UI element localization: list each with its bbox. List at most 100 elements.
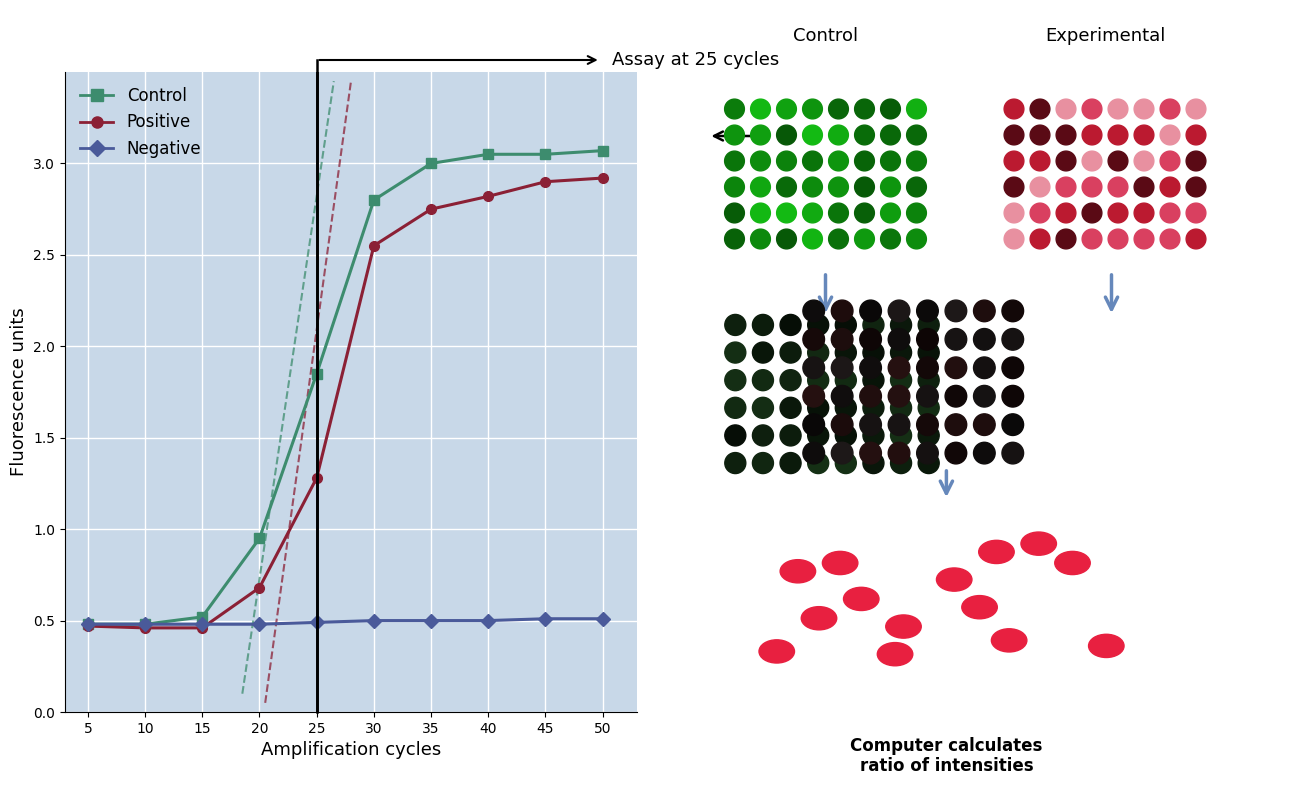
Circle shape	[724, 177, 745, 197]
Circle shape	[936, 568, 972, 591]
Circle shape	[802, 125, 823, 145]
Circle shape	[776, 125, 797, 145]
Circle shape	[916, 442, 939, 464]
Circle shape	[863, 453, 884, 474]
Circle shape	[753, 398, 774, 418]
Circle shape	[945, 329, 967, 350]
Circle shape	[836, 398, 857, 418]
Circle shape	[750, 125, 771, 145]
Circle shape	[880, 125, 901, 145]
Circle shape	[780, 314, 801, 335]
Circle shape	[916, 386, 939, 407]
Circle shape	[974, 357, 996, 378]
Circle shape	[1186, 203, 1206, 223]
Circle shape	[832, 357, 853, 378]
Circle shape	[880, 99, 901, 119]
Circle shape	[759, 640, 794, 663]
Circle shape	[1082, 203, 1102, 223]
Circle shape	[753, 453, 774, 474]
Circle shape	[844, 587, 879, 610]
Circle shape	[854, 125, 875, 145]
Circle shape	[918, 453, 939, 474]
Circle shape	[906, 203, 927, 223]
Text: Control: Control	[793, 27, 858, 45]
Circle shape	[945, 414, 967, 435]
Circle shape	[750, 229, 771, 249]
Circle shape	[801, 606, 837, 630]
Circle shape	[1160, 177, 1180, 197]
Circle shape	[807, 342, 828, 363]
Circle shape	[1134, 203, 1154, 223]
Circle shape	[945, 386, 967, 407]
Circle shape	[863, 342, 884, 363]
Circle shape	[974, 329, 996, 350]
Circle shape	[750, 151, 771, 171]
Circle shape	[859, 414, 881, 435]
Circle shape	[863, 398, 884, 418]
Circle shape	[1160, 151, 1180, 171]
Circle shape	[725, 342, 746, 363]
Circle shape	[916, 300, 939, 322]
Circle shape	[750, 177, 771, 197]
Circle shape	[1056, 203, 1076, 223]
Circle shape	[863, 370, 884, 390]
Circle shape	[1030, 125, 1050, 145]
Circle shape	[725, 453, 746, 474]
Circle shape	[828, 151, 849, 171]
Circle shape	[918, 398, 939, 418]
Circle shape	[1030, 203, 1050, 223]
Circle shape	[974, 300, 996, 322]
Circle shape	[803, 386, 824, 407]
Circle shape	[918, 342, 939, 363]
Circle shape	[725, 398, 746, 418]
Circle shape	[854, 99, 875, 119]
Circle shape	[776, 151, 797, 171]
Circle shape	[859, 442, 881, 464]
Circle shape	[1082, 151, 1102, 171]
Circle shape	[1004, 177, 1024, 197]
Circle shape	[880, 203, 901, 223]
Circle shape	[780, 560, 815, 583]
Circle shape	[888, 386, 910, 407]
Circle shape	[891, 342, 911, 363]
Circle shape	[918, 370, 939, 390]
Circle shape	[859, 357, 881, 378]
Circle shape	[807, 398, 828, 418]
Circle shape	[859, 300, 881, 322]
Circle shape	[891, 314, 911, 335]
Circle shape	[854, 203, 875, 223]
Circle shape	[1160, 229, 1180, 249]
Circle shape	[724, 203, 745, 223]
Circle shape	[1134, 125, 1154, 145]
Circle shape	[832, 414, 853, 435]
Circle shape	[1082, 229, 1102, 249]
Circle shape	[888, 357, 910, 378]
Text: Computer calculates
ratio of intensities: Computer calculates ratio of intensities	[850, 737, 1043, 775]
Circle shape	[1186, 177, 1206, 197]
Circle shape	[1004, 229, 1024, 249]
Circle shape	[1108, 99, 1128, 119]
Circle shape	[1088, 634, 1124, 658]
Circle shape	[1030, 177, 1050, 197]
Circle shape	[807, 453, 828, 474]
Circle shape	[1186, 151, 1206, 171]
X-axis label: Amplification cycles: Amplification cycles	[261, 742, 441, 759]
Circle shape	[1082, 125, 1102, 145]
Circle shape	[803, 442, 824, 464]
Circle shape	[888, 414, 910, 435]
Circle shape	[836, 342, 857, 363]
Circle shape	[802, 151, 823, 171]
Circle shape	[836, 453, 857, 474]
Circle shape	[832, 442, 853, 464]
Legend: Control, Positive, Negative: Control, Positive, Negative	[73, 80, 208, 164]
Circle shape	[725, 425, 746, 446]
Circle shape	[750, 99, 771, 119]
Circle shape	[1082, 177, 1102, 197]
Circle shape	[854, 177, 875, 197]
Circle shape	[1056, 99, 1076, 119]
Circle shape	[724, 229, 745, 249]
Circle shape	[992, 629, 1027, 652]
Circle shape	[1160, 125, 1180, 145]
Circle shape	[802, 203, 823, 223]
Circle shape	[1004, 99, 1024, 119]
